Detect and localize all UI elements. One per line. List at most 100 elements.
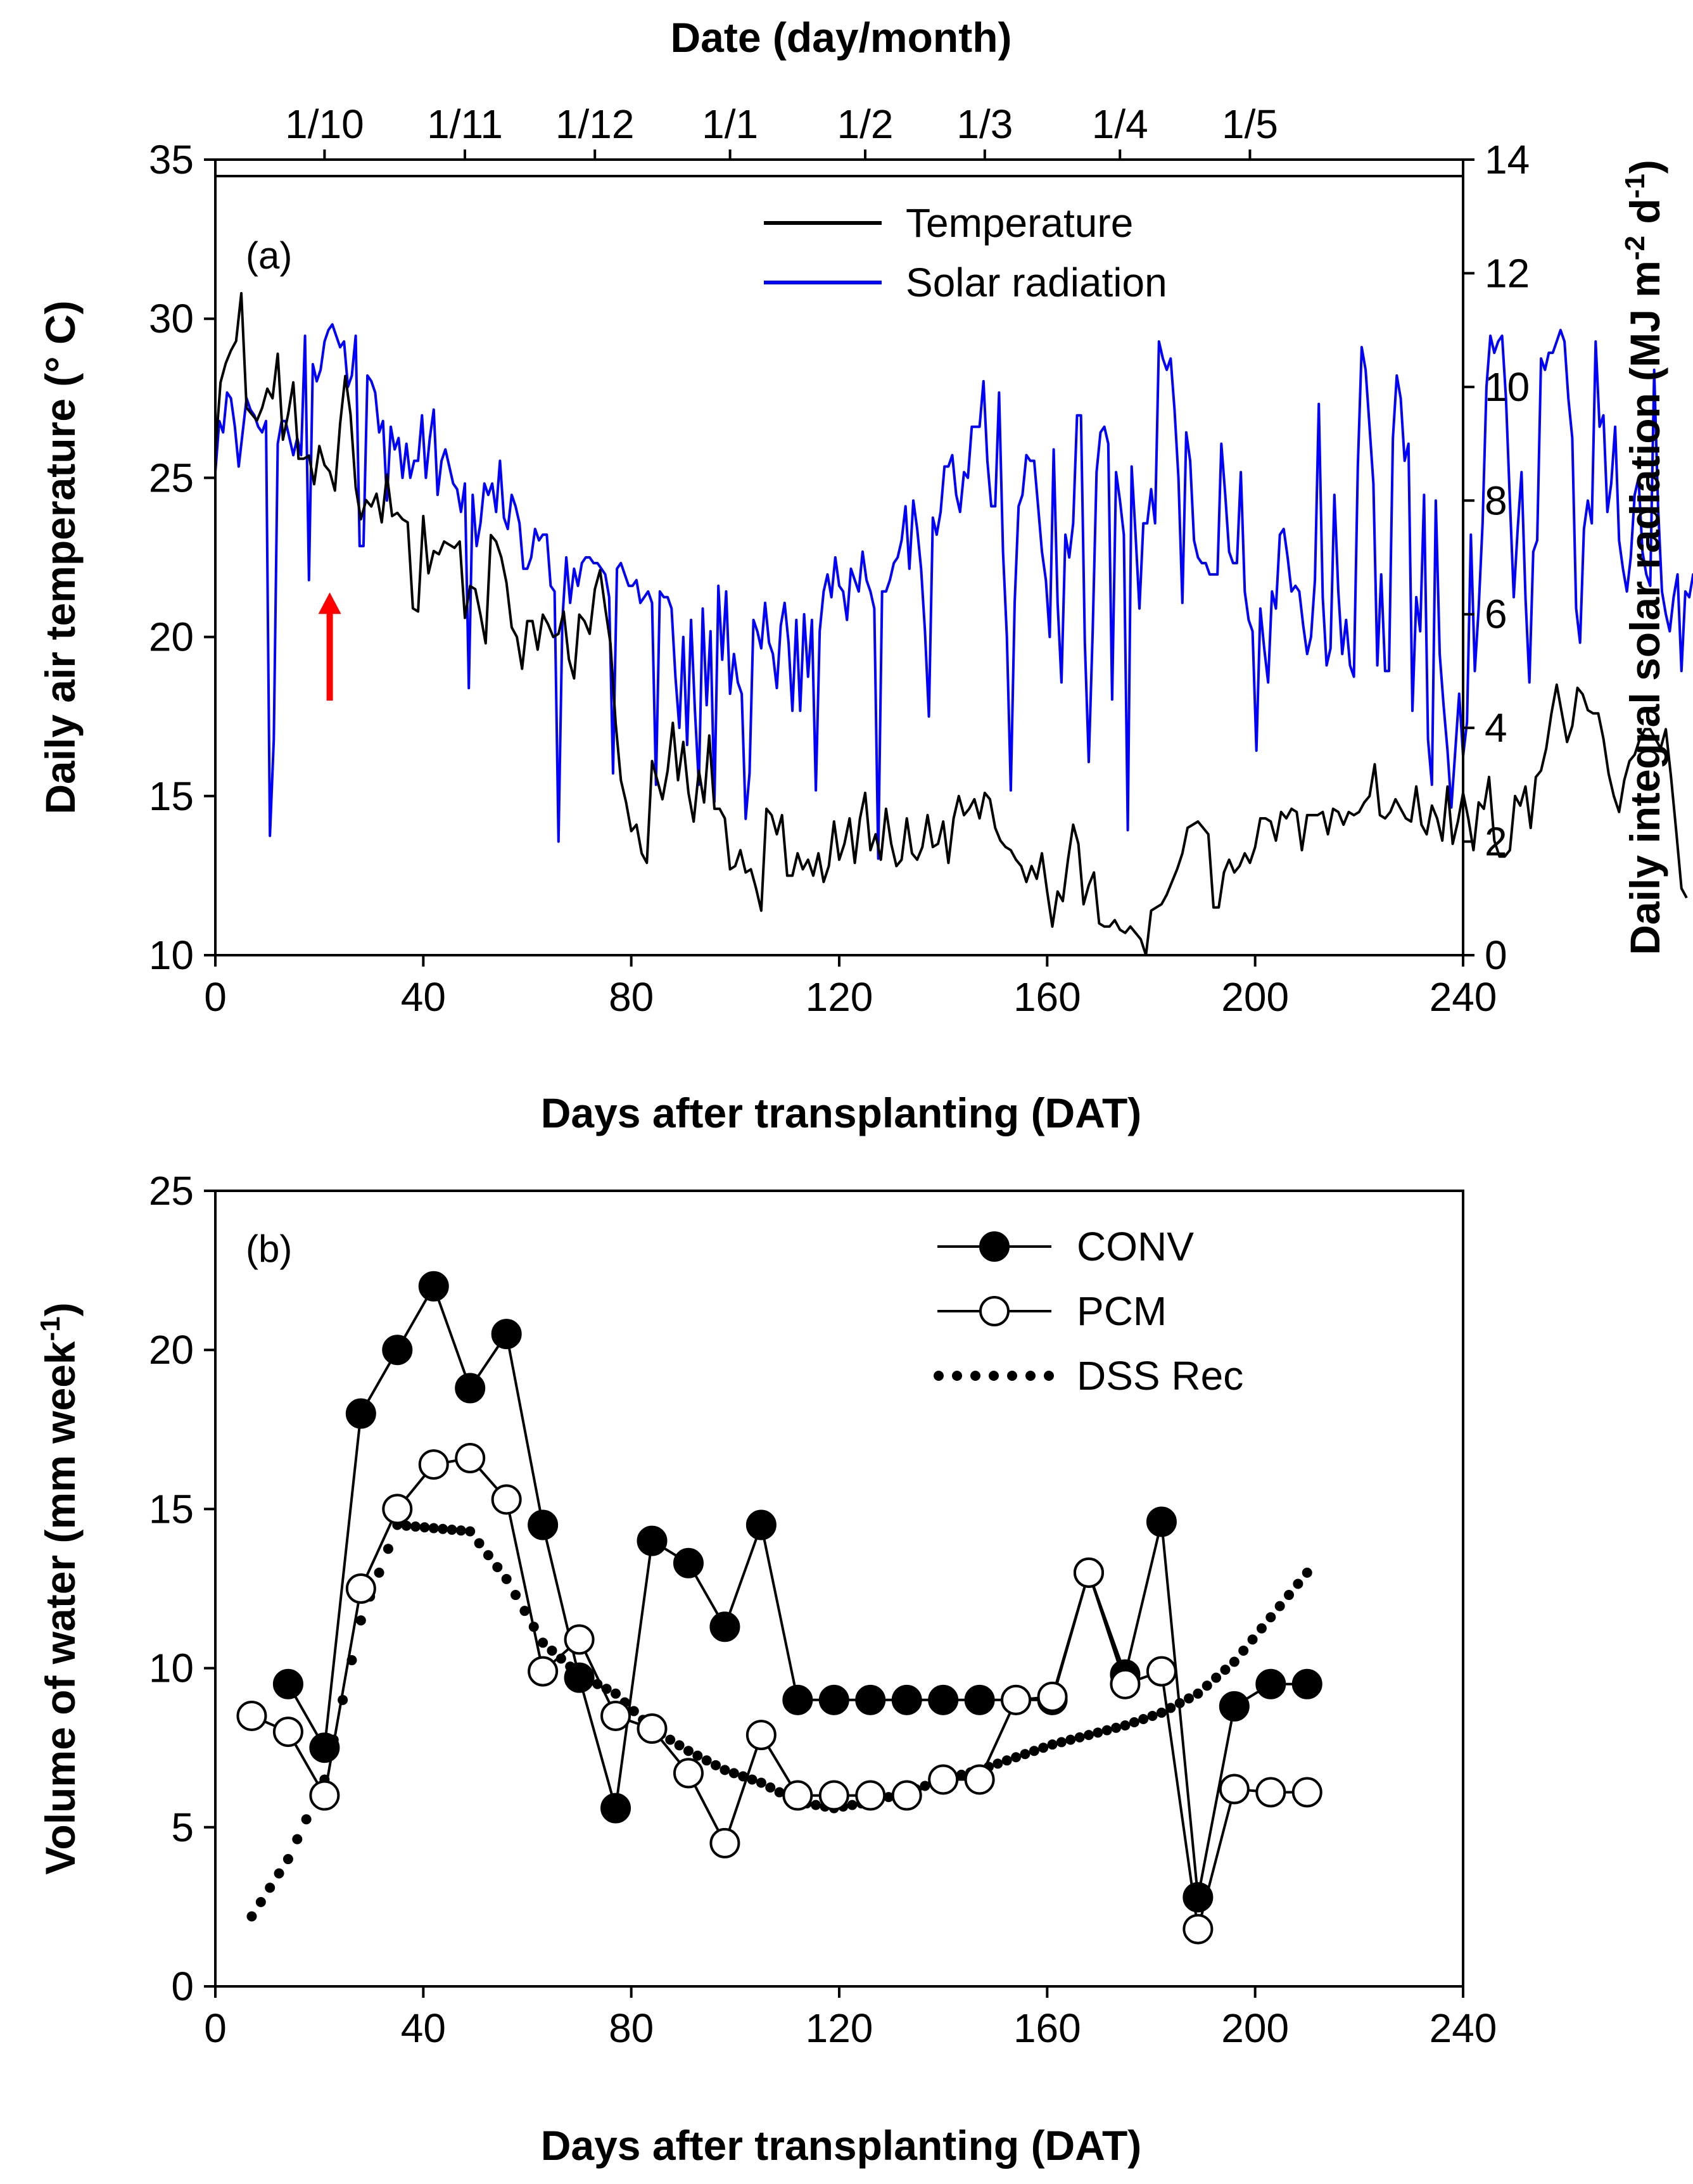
pcm-point [818,1780,849,1811]
dss-rec-dot [1238,1645,1249,1656]
dss-rec-dot [1220,1665,1231,1675]
pcm-point [782,1780,813,1811]
panel-a: Date (day/month) 0 40 80 120 160 200 240 1/10 1… [37,14,1693,1136]
dss-rec-dot [410,1521,421,1532]
pcm-point [709,1827,740,1858]
dss-rec-dot [711,1760,721,1770]
top-tick-label: 1/10 [285,101,364,147]
right-y-tick-label: 6 [1485,592,1507,637]
dss-rec-dot [282,1854,293,1865]
dss-rec-dot [383,1544,393,1554]
dss-rec-dot [1047,1739,1058,1750]
pcm-point [1037,1681,1068,1712]
conv-point [309,1732,340,1763]
pcm-point [745,1720,777,1751]
dss-rec-dot [683,1746,694,1756]
pcm-point [637,1713,668,1744]
dss-rec-dot [765,1782,776,1793]
pcm-point [1291,1777,1322,1808]
dss-rec-dot [1284,1590,1295,1601]
right-y-tick-label: 2 [1485,819,1507,865]
dss-rec-dot [455,1525,466,1536]
top-tick-label: 1/1 [702,101,758,147]
pcm-point [1001,1684,1032,1715]
panel-b-x-axis-label: Days after transplanting (DAT) [541,2122,1142,2169]
right-y-tick-label: 10 [1485,364,1530,410]
conv-point [782,1684,813,1715]
y-tick-label: 25 [149,1168,194,1214]
top-tick-label: 1/2 [837,101,894,147]
legend-pcm-marker [979,1296,1010,1326]
pcm-point [891,1780,922,1811]
pcm-point [673,1758,704,1789]
left-y-tick-label: 10 [149,932,194,978]
x-tick-label: 40 [401,2005,446,2051]
x-tick-label: 120 [806,974,873,1020]
dss-rec-dot [1147,1710,1158,1721]
dss-rec-dot [1093,1727,1103,1738]
legend-temperature-label: Temperature [906,200,1133,246]
x-tick-label: 200 [1221,2005,1289,2051]
conv-point [1146,1506,1177,1537]
dss-rec-dot [956,1769,967,1780]
dss-rec-dot [274,1868,284,1879]
dss-rec-dot [438,1523,448,1534]
dss-rec-dot [292,1834,303,1844]
pcm-point [1255,1777,1286,1808]
panel-a-label: (a) [246,234,292,277]
dss-rec-dot [1229,1656,1240,1667]
panel-b-label: (b) [246,1228,292,1270]
pcm-point [1146,1656,1177,1687]
solar-radiation-series-line [214,323,1693,860]
conv-point [709,1611,740,1642]
dss-rec-dot [774,1787,785,1798]
legend-dss-rec-line [934,1371,1054,1381]
legend-dss-rec-dot [970,1371,980,1381]
pcm-point [600,1700,631,1731]
conv-point [418,1271,449,1302]
dss-rec-dot [701,1755,712,1766]
dss-rec-dot [728,1768,739,1779]
dss-rec-dot [1101,1725,1112,1736]
pcm-point [455,1443,486,1474]
pcm-point [1183,1914,1214,1945]
pcm-point [964,1764,995,1795]
top-tick-label: 1/12 [555,101,635,147]
dss-rec-dot [1065,1734,1076,1745]
top-tick-label: 1/4 [1092,101,1148,147]
dss-rec-dot [1184,1693,1195,1704]
panel-b-x-ticks: 0 40 80 120 160 200 240 [204,1986,1497,2051]
conv-point [1255,1668,1286,1699]
conv-point [673,1547,704,1578]
dss-rec-dot [1265,1612,1276,1623]
panel-b-frame [214,1190,1464,1988]
top-tick-label: 1/5 [1222,101,1278,147]
pcm-point [272,1717,303,1748]
panel-a-left-ticks: 10 15 20 25 30 35 [149,137,215,978]
pcm-point [382,1494,413,1525]
x-tick-label: 200 [1221,974,1289,1020]
right-y-tick-label: 0 [1485,932,1507,978]
dss-rec-dot [847,1800,858,1810]
annotation-arrow [318,592,341,701]
panel-b-plot-area [236,1271,1322,1945]
conv-point [600,1793,631,1824]
dss-rec-dot [611,1688,621,1699]
dss-rec-dot [301,1814,312,1825]
pcm-point [1110,1668,1141,1699]
left-y-tick-label: 20 [149,614,194,660]
pcm-point [1074,1557,1104,1588]
pcm-point [528,1656,559,1687]
dss-rec-dot [1111,1722,1122,1733]
x-tick-label: 80 [609,974,654,1020]
conv-point [637,1525,668,1556]
panel-a-x-axis-label: Days after transplanting (DAT) [541,1089,1142,1136]
panel-a-x-ticks: 0 40 80 120 160 200 240 [204,955,1497,1020]
conv-point [1291,1668,1322,1699]
panel-b: 0 40 80 120 160 200 240 0 5 10 15 20 25 (b) CONV PC… [35,1168,1497,2169]
y-tick-label: 20 [149,1327,194,1373]
arrow-head [318,592,341,614]
pcm-point [564,1624,595,1655]
dss-rec-dot [447,1525,457,1535]
pcm-point [418,1449,449,1480]
